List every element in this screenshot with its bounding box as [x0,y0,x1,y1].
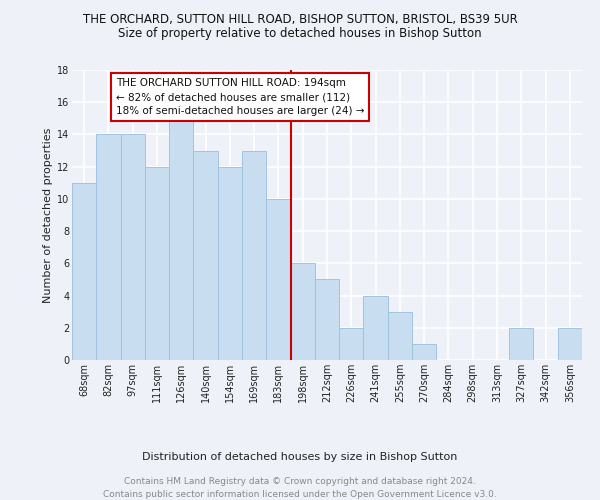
Bar [169,118,193,360]
Text: Contains public sector information licensed under the Open Government Licence v3: Contains public sector information licen… [103,490,497,499]
Text: Size of property relative to detached houses in Bishop Sutton: Size of property relative to detached ho… [118,28,482,40]
Bar [558,328,582,360]
Text: Distribution of detached houses by size in Bishop Sutton: Distribution of detached houses by size … [142,452,458,462]
Y-axis label: Number of detached properties: Number of detached properties [43,128,53,302]
Bar [412,344,436,360]
Bar [266,199,290,360]
Bar [290,264,315,360]
Bar [72,183,96,360]
Bar [339,328,364,360]
Bar [364,296,388,360]
Bar [145,166,169,360]
Bar [388,312,412,360]
Bar [193,150,218,360]
Bar [121,134,145,360]
Bar [315,280,339,360]
Text: THE ORCHARD SUTTON HILL ROAD: 194sqm
← 82% of detached houses are smaller (112)
: THE ORCHARD SUTTON HILL ROAD: 194sqm ← 8… [116,78,364,116]
Bar [509,328,533,360]
Bar [242,150,266,360]
Text: THE ORCHARD, SUTTON HILL ROAD, BISHOP SUTTON, BRISTOL, BS39 5UR: THE ORCHARD, SUTTON HILL ROAD, BISHOP SU… [83,12,517,26]
Bar [96,134,121,360]
Bar [218,166,242,360]
Text: Contains HM Land Registry data © Crown copyright and database right 2024.: Contains HM Land Registry data © Crown c… [124,478,476,486]
